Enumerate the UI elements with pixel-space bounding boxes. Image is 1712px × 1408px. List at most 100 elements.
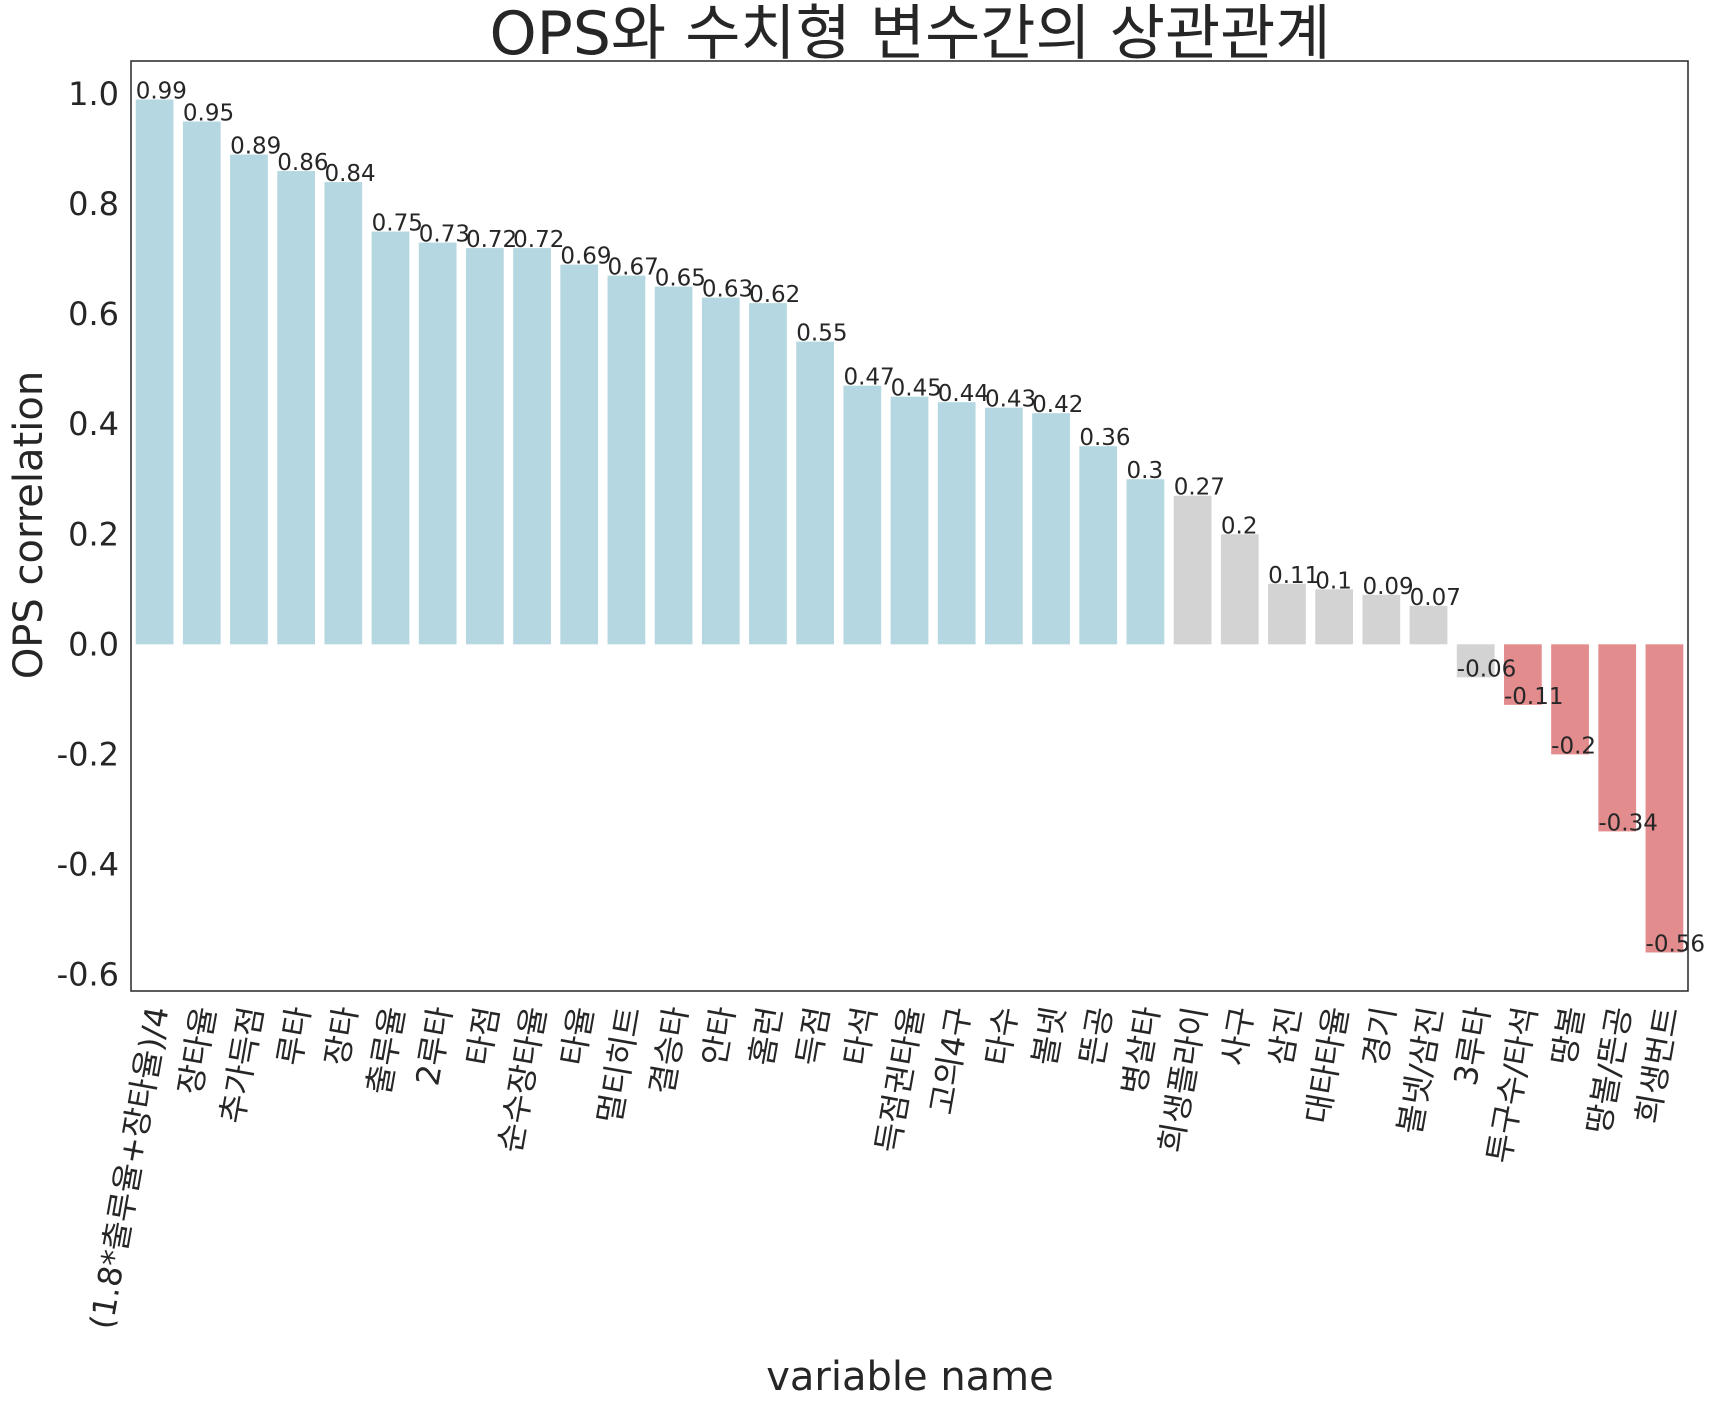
data-label: 0.86	[277, 150, 328, 176]
data-label: 0.95	[183, 101, 234, 127]
data-label: 0.36	[1079, 425, 1130, 451]
x-tick-label: 루타	[270, 1004, 318, 1069]
x-tick-label: 대타타율	[1298, 1004, 1356, 1127]
data-labels-layer: 0.990.950.890.860.840.750.730.720.720.69…	[136, 79, 1705, 958]
x-tick-label: 사구	[1214, 1004, 1262, 1069]
bar	[1315, 589, 1354, 645]
x-tick-label: 경기	[1356, 1004, 1404, 1069]
data-label: 0.47	[843, 365, 894, 391]
bar	[1645, 644, 1684, 953]
bar	[890, 396, 929, 645]
bar	[937, 402, 976, 645]
bar	[984, 407, 1023, 645]
data-label: 0.3	[1127, 458, 1164, 484]
data-label: -0.56	[1646, 931, 1706, 957]
x-tick-label: 결승타	[643, 1004, 696, 1098]
data-label: 0.43	[985, 387, 1036, 413]
data-label: 0.42	[1032, 392, 1083, 418]
bar	[465, 248, 504, 645]
y-tick-label: 0.8	[68, 185, 119, 223]
data-label: 0.55	[796, 321, 847, 347]
y-tick-label: 0.0	[68, 625, 119, 663]
bar	[135, 99, 174, 645]
chart-title: OPS와 수치형 변수간의 상관관계	[489, 0, 1330, 69]
bar	[1032, 413, 1070, 645]
x-tick-label: 홈런	[742, 1004, 790, 1069]
x-tick-label: 타석	[837, 1004, 885, 1069]
bar	[701, 297, 740, 645]
data-label: 0.69	[560, 244, 611, 270]
data-label: 0.99	[136, 79, 187, 105]
y-tick-label: 0.4	[68, 405, 119, 443]
bar	[418, 242, 457, 645]
data-label: 0.72	[513, 227, 564, 253]
data-label: 0.73	[419, 222, 470, 248]
data-label: 0.09	[1362, 574, 1413, 600]
x-tick-label: 멀티히트	[590, 1004, 648, 1127]
data-label: -0.34	[1598, 810, 1658, 836]
y-tick-label: 0.6	[68, 295, 119, 333]
x-tick-label: 장타	[318, 1004, 366, 1069]
data-label: 0.2	[1221, 513, 1258, 539]
bar	[796, 341, 835, 645]
bar	[230, 154, 268, 645]
x-tick-label: 타점	[459, 1004, 507, 1069]
y-tick-label: 0.2	[68, 515, 119, 553]
bar	[607, 275, 646, 645]
x-tick-label: 득점	[789, 1004, 837, 1069]
x-tick-label: 타수	[978, 1004, 1026, 1069]
y-axis-label: OPS correlation	[6, 371, 52, 679]
bar	[1551, 644, 1589, 755]
bar	[749, 303, 787, 645]
x-tick-label: 장타율	[171, 1004, 224, 1098]
x-axis-label: variable name	[766, 1354, 1054, 1400]
data-label: -0.06	[1457, 656, 1517, 682]
data-label: 0.07	[1410, 585, 1461, 611]
data-label: 0.45	[891, 376, 942, 402]
data-label: 0.1	[1315, 568, 1352, 594]
bar	[560, 264, 599, 645]
x-tick-label: 타율	[553, 1004, 601, 1069]
data-label: 0.67	[608, 255, 659, 281]
bar	[1268, 583, 1306, 645]
x-tick-label: 삼진	[1261, 1004, 1309, 1069]
data-label: 0.65	[655, 266, 706, 292]
x-tick-label: 희생번트	[1628, 1004, 1686, 1127]
y-tick-label: 1.0	[68, 75, 119, 113]
data-label: 0.63	[702, 277, 753, 303]
x-tick-label: (1.8*출루율+장타율)/4	[82, 1004, 176, 1332]
bar	[277, 171, 316, 645]
bar	[1126, 479, 1165, 645]
x-tick-label: 땅볼	[1544, 1004, 1592, 1069]
y-tick-labels: 1.0 0.8 0.6 0.4 0.2 0.0 -0.2 -0.4 -0.6	[57, 75, 119, 993]
x-tick-label: 병살타	[1115, 1004, 1168, 1098]
data-label: 0.27	[1174, 475, 1225, 501]
bar	[1503, 644, 1542, 705]
bar	[1598, 644, 1637, 832]
data-label: 0.72	[466, 227, 517, 253]
bar	[1173, 495, 1212, 645]
data-label: 0.84	[324, 161, 375, 187]
data-label: 0.89	[230, 134, 281, 160]
x-tick-label: 2루타	[408, 1004, 459, 1089]
y-tick-label: -0.6	[57, 955, 119, 993]
y-tick-label: -0.2	[57, 735, 119, 773]
bar	[1362, 594, 1401, 645]
data-label: 0.62	[749, 282, 800, 308]
x-tick-label: 볼넷	[1025, 1004, 1073, 1069]
x-tick-label: 3루타	[1446, 1004, 1497, 1089]
bar	[1220, 534, 1259, 645]
bar	[843, 385, 882, 645]
y-tick-label: -0.4	[57, 845, 119, 883]
bar	[654, 286, 693, 645]
data-label: 0.75	[372, 211, 423, 237]
bar	[1079, 446, 1118, 645]
bar	[182, 121, 221, 645]
data-label: 0.44	[938, 381, 989, 407]
x-tick-label: 추가득점	[213, 1004, 271, 1127]
x-tick-label: 뜬공	[1072, 1004, 1120, 1069]
bar	[371, 231, 410, 645]
data-label: 0.11	[1268, 563, 1319, 589]
